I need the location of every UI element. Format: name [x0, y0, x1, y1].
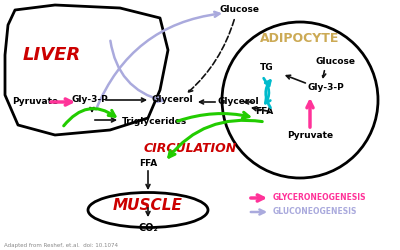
Text: CO₂: CO₂: [138, 223, 158, 233]
Text: Triglycerides: Triglycerides: [122, 118, 187, 126]
Text: FFA: FFA: [139, 158, 157, 168]
Text: ADIPOCYTE: ADIPOCYTE: [260, 32, 340, 44]
Text: Adapted from Reshef, et.al.  doi: 10.1074: Adapted from Reshef, et.al. doi: 10.1074: [4, 244, 118, 248]
Text: Glucose: Glucose: [315, 58, 355, 66]
Text: Gly-3-P: Gly-3-P: [308, 84, 345, 92]
Text: Glucose: Glucose: [220, 6, 260, 15]
Text: MUSCLE: MUSCLE: [113, 198, 183, 214]
Text: Pyruvate: Pyruvate: [12, 98, 58, 106]
Text: Gly-3-P: Gly-3-P: [72, 96, 108, 104]
Text: GLUCONEOGENESIS: GLUCONEOGENESIS: [273, 208, 357, 216]
Text: Pyruvate: Pyruvate: [287, 130, 333, 140]
Text: TG: TG: [260, 64, 274, 72]
Text: Glycerol: Glycerol: [152, 96, 194, 104]
Text: LIVER: LIVER: [23, 46, 81, 64]
Text: FFA: FFA: [255, 108, 273, 116]
Text: CIRCULATION: CIRCULATION: [143, 142, 237, 154]
Text: Glycerol: Glycerol: [218, 98, 260, 106]
Text: GLYCERONEOGENESIS: GLYCERONEOGENESIS: [273, 194, 366, 202]
